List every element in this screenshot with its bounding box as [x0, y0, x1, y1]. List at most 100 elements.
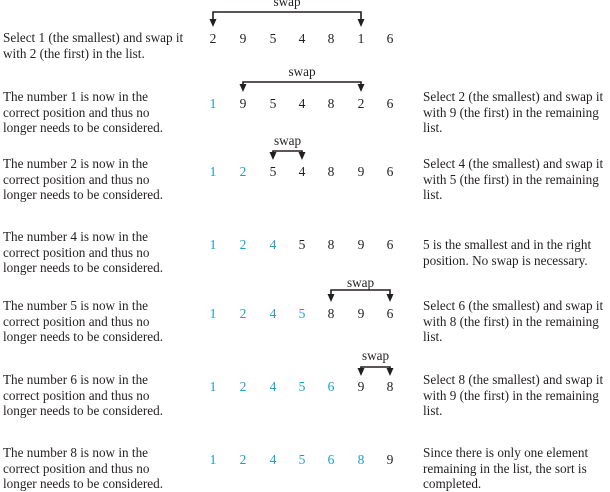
description-line: with 9 (the first) in the remaining	[423, 104, 599, 120]
swap-label: swap	[361, 348, 390, 363]
unsorted-number: 8	[386, 379, 394, 394]
description-line: with 9 (the first) in the remaining	[423, 387, 599, 403]
description-line: completed.	[423, 476, 482, 492]
description-line: The number 5 is now in the	[3, 298, 149, 313]
description-line: correct position and thus no	[3, 104, 150, 120]
step-description-right: Select 6 (the smallest) and swap it with …	[423, 298, 603, 345]
sorted-number: 1	[209, 96, 217, 111]
sorted-number: 2	[239, 379, 247, 394]
step-description-left: The number 2 is now in the correct positi…	[3, 156, 163, 203]
arrowhead-icon	[298, 152, 306, 160]
unsorted-number: 8	[327, 237, 335, 252]
arrowhead-icon	[269, 152, 277, 160]
unsorted-number: 8	[327, 306, 335, 321]
description-line: Select 1 (the smallest) and swap it	[3, 30, 184, 45]
description-line: Select 4 (the smallest) and swap it	[423, 156, 604, 171]
sorted-number: 6	[327, 452, 335, 467]
sorted-number: 1	[209, 379, 217, 394]
description-line: longer needs to be considered.	[3, 476, 164, 492]
step-description-left: The number 4 is now in the correct positi…	[3, 229, 163, 276]
sorted-number: 1	[209, 164, 217, 179]
swap-bracket	[357, 366, 394, 376]
unsorted-number: 6	[386, 96, 394, 111]
description-line: Select 8 (the smallest) and swap it	[423, 372, 604, 387]
description-line: 5 is the smallest and in the right	[423, 237, 592, 252]
unsorted-number: 4	[298, 96, 306, 111]
step-description-right: Since there is only one element remaining…	[423, 445, 588, 492]
description-line: Select 2 (the smallest) and swap it	[423, 89, 604, 104]
description-line: correct position and thus no	[3, 387, 150, 403]
unsorted-number: 9	[239, 31, 247, 46]
arrowhead-icon	[357, 19, 365, 27]
unsorted-number: 6	[386, 237, 394, 252]
sorted-number: 4	[269, 306, 277, 321]
sorted-number: 2	[239, 164, 247, 179]
sorted-number: 4	[269, 452, 277, 467]
unsorted-number: 9	[239, 96, 247, 111]
step-description-left: Select 1 (the smallest) and swap it with …	[3, 30, 183, 61]
step-description-right: Select 4 (the smallest) and swap it with …	[423, 156, 603, 203]
sorted-number: 2	[239, 452, 247, 467]
unsorted-number: 6	[386, 306, 394, 321]
description-line: The number 1 is now in the	[3, 89, 149, 104]
swap-bracket-line	[212, 11, 362, 21]
description-line: list.	[423, 329, 443, 345]
step-description-left: The number 8 is now in the correct positi…	[3, 445, 163, 492]
description-line: with 2 (the first) in the list.	[3, 45, 145, 61]
sorted-number: 1	[209, 306, 217, 321]
description-line: longer needs to be considered.	[3, 187, 164, 203]
unsorted-number: 5	[269, 31, 277, 46]
unsorted-number: 9	[357, 379, 365, 394]
description-line: list.	[423, 120, 443, 136]
step-description-left: The number 6 is now in the correct positi…	[3, 372, 163, 419]
unsorted-number: 6	[386, 31, 394, 46]
unsorted-number: 5	[298, 237, 306, 252]
swap-bracket-line	[330, 289, 391, 296]
sorted-number: 6	[327, 379, 335, 394]
sorted-number: 4	[269, 379, 277, 394]
swap-bracket	[209, 11, 365, 27]
unsorted-number: 9	[357, 237, 365, 252]
description-line: with 8 (the first) in the remaining	[423, 313, 599, 329]
unsorted-number: 1	[357, 31, 365, 46]
sorted-number: 4	[269, 237, 277, 252]
swap-bracket-line	[360, 366, 391, 370]
description-line: correct position and thus no	[3, 460, 150, 476]
swap-label: swap	[273, 0, 301, 9]
description-line: The number 6 is now in the	[3, 372, 149, 387]
description-line: remaining in the list, the sort is	[423, 460, 587, 476]
unsorted-number: 6	[386, 164, 394, 179]
description-line: list.	[423, 403, 443, 419]
swap-bracket	[269, 150, 306, 160]
unsorted-number: 2	[209, 31, 217, 46]
swap-bracket	[239, 81, 365, 92]
unsorted-number: 4	[298, 164, 306, 179]
description-line: longer needs to be considered.	[3, 120, 164, 136]
unsorted-number: 8	[327, 164, 335, 179]
swap-label: swap	[346, 275, 375, 290]
description-line: list.	[423, 187, 443, 203]
description-line: with 5 (the first) in the remaining	[423, 171, 599, 187]
sorted-number: 5	[298, 452, 306, 467]
description-line: Select 6 (the smallest) and swap it	[423, 298, 604, 313]
swap-bracket-line	[272, 150, 303, 154]
description-line: Since there is only one element	[423, 445, 589, 460]
unsorted-number: 5	[269, 96, 277, 111]
sorted-number: 5	[298, 306, 306, 321]
description-line: The number 8 is now in the	[3, 445, 149, 460]
swap-bracket	[327, 289, 394, 302]
description-line: correct position and thus no	[3, 313, 150, 329]
description-line: The number 4 is now in the	[3, 229, 149, 244]
sorted-number: 2	[239, 306, 247, 321]
unsorted-number: 8	[327, 31, 335, 46]
swap-label: swap	[273, 133, 302, 148]
arrowhead-icon	[357, 84, 365, 92]
description-line: correct position and thus no	[3, 171, 150, 187]
unsorted-number: 5	[269, 164, 277, 179]
description-line: longer needs to be considered.	[3, 260, 164, 276]
sorted-number: 1	[209, 237, 217, 252]
sorted-number: 2	[239, 237, 247, 252]
arrowhead-icon	[209, 19, 217, 27]
unsorted-number: 4	[298, 31, 306, 46]
